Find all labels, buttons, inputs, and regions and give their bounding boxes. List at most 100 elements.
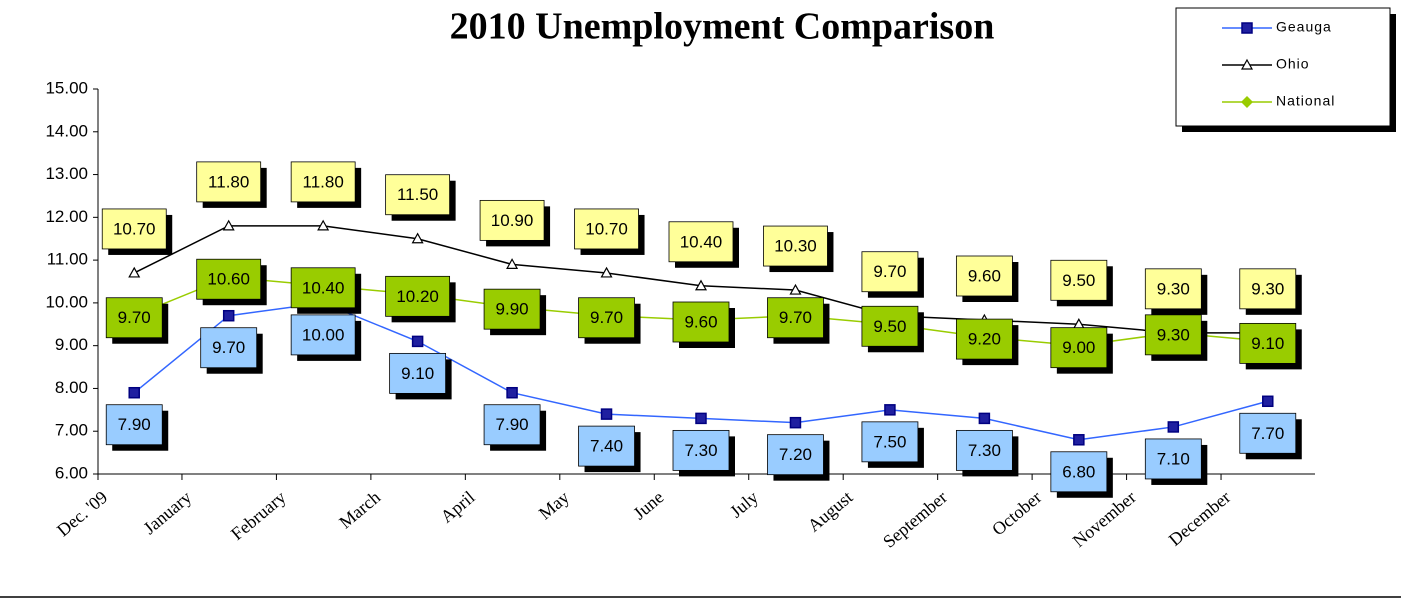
data-label: 9.70 [873, 262, 906, 281]
data-label: 7.30 [684, 441, 717, 460]
data-label: 10.20 [396, 287, 439, 306]
label-box [290, 314, 356, 356]
label-box [672, 301, 730, 343]
y-tick-label: 14.00 [45, 121, 88, 140]
label-box [861, 421, 919, 463]
legend-label: Geauga [1276, 19, 1332, 35]
data-label: 9.10 [1251, 334, 1284, 353]
data-label: 9.90 [496, 300, 529, 319]
label-box [1144, 268, 1202, 310]
legend-label: Ohio [1276, 56, 1310, 72]
data-label: 9.60 [684, 312, 717, 331]
label-box [479, 199, 545, 241]
label-box [290, 267, 356, 309]
label-box [861, 305, 919, 347]
point [978, 412, 991, 425]
label-box [1144, 314, 1202, 356]
label-box [1144, 438, 1202, 480]
y-tick-label: 10.00 [45, 292, 88, 311]
x-tick-label: January [139, 487, 195, 538]
x-tick-label: September [879, 487, 951, 552]
data-label: 9.30 [1251, 279, 1284, 298]
point [884, 404, 896, 416]
y-tick-label: 15.00 [45, 78, 88, 97]
label-box [668, 221, 734, 263]
label-box [1239, 322, 1297, 364]
label-box [196, 161, 262, 203]
label-box [955, 255, 1013, 297]
data-label: 7.10 [1157, 449, 1190, 468]
point [222, 219, 235, 231]
x-tick-label: March [335, 487, 384, 533]
label-box [767, 434, 824, 476]
point [411, 232, 424, 244]
data-label: 9.70 [590, 308, 623, 327]
label-box [574, 208, 639, 250]
x-tick-label: July [726, 487, 762, 522]
x-tick-label: May [535, 487, 573, 524]
x-tick-label: December [1165, 487, 1235, 550]
data-label: 10.40 [680, 232, 723, 251]
label-box [101, 208, 167, 250]
data-label: 9.20 [968, 330, 1001, 349]
label-box [200, 327, 258, 369]
label-box [290, 161, 356, 203]
point [1167, 421, 1180, 433]
legend-marker [1240, 58, 1254, 70]
label-box [483, 288, 541, 330]
data-label: 10.90 [491, 211, 534, 230]
y-tick-label: 7.00 [55, 421, 88, 440]
point [1073, 434, 1085, 446]
label-box [385, 275, 451, 317]
point [695, 412, 707, 425]
point [600, 266, 613, 278]
chart-title: 2010 Unemployment Comparison [450, 6, 995, 48]
data-label: 9.10 [401, 364, 434, 383]
legend-marker [1241, 96, 1253, 108]
data-label: 9.70 [212, 338, 245, 357]
data-label: 10.00 [302, 325, 345, 344]
data-label: 10.60 [207, 270, 250, 289]
legend [1175, 7, 1391, 127]
label-box [955, 429, 1013, 471]
data-label: 11.80 [303, 172, 344, 191]
x-tick-label: Dec. '09 [53, 487, 111, 540]
label-box [389, 352, 447, 394]
data-label: 9.50 [1062, 271, 1095, 290]
label-box [1050, 259, 1108, 301]
point [222, 309, 235, 322]
label-box [1050, 327, 1108, 369]
y-tick-label: 8.00 [55, 378, 88, 397]
data-label: 7.90 [118, 415, 151, 434]
data-label: 7.90 [496, 415, 529, 434]
label-box [196, 258, 262, 300]
data-label: 9.70 [779, 308, 812, 327]
y-tick-label: 12.00 [45, 207, 88, 226]
label-box [861, 251, 919, 293]
point [694, 279, 708, 291]
point [411, 335, 424, 348]
data-label: 10.70 [113, 219, 156, 238]
data-label: 11.50 [397, 185, 438, 204]
x-tick-label: June [629, 487, 667, 524]
point [317, 219, 330, 231]
data-label: 9.30 [1157, 279, 1190, 298]
label-box [955, 318, 1013, 360]
point [789, 416, 802, 429]
label-box [385, 174, 451, 216]
label-box [763, 225, 828, 267]
data-label: 7.40 [590, 437, 623, 456]
point [1262, 395, 1274, 408]
data-label: 9.00 [1062, 338, 1095, 357]
y-tick-label: 6.00 [55, 463, 88, 482]
data-label: 10.30 [774, 237, 817, 256]
point [128, 266, 141, 278]
data-label: 9.60 [968, 266, 1001, 285]
point [128, 386, 140, 399]
data-label: 7.20 [779, 445, 812, 464]
data-label: 6.80 [1062, 462, 1095, 481]
y-tick-label: 13.00 [45, 164, 88, 183]
x-tick-label: February [227, 487, 290, 544]
label-box [1050, 451, 1108, 493]
